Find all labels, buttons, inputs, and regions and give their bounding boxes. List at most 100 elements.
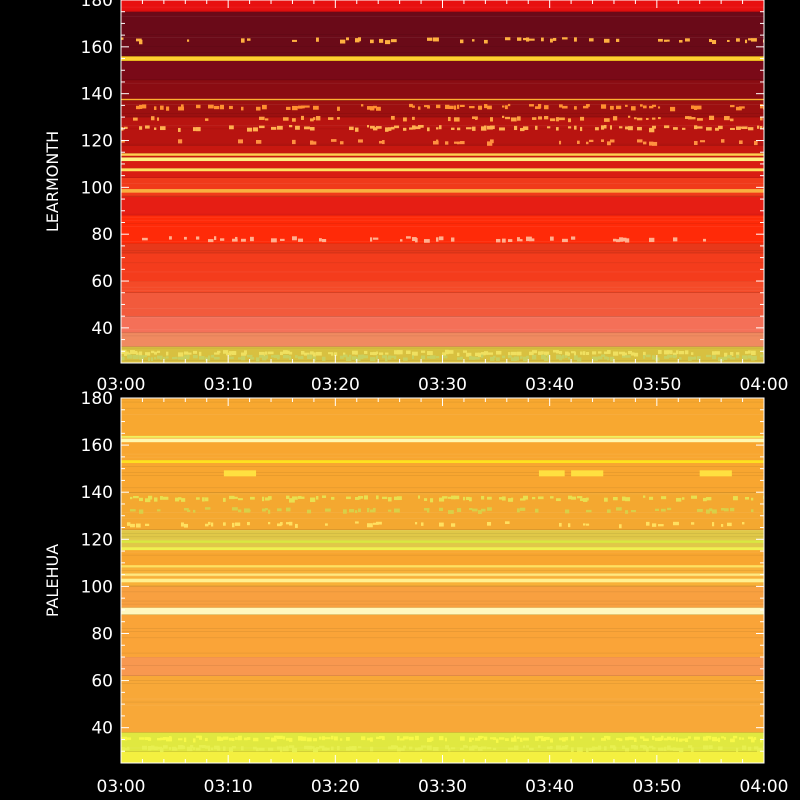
learmonth-speckle bbox=[691, 356, 696, 360]
learmonth-speckle bbox=[193, 354, 198, 359]
palehua-speckle bbox=[313, 747, 319, 753]
palehua-speckle bbox=[154, 746, 158, 750]
learmonth-speckle bbox=[484, 39, 488, 44]
palehua-speckle bbox=[685, 738, 689, 743]
learmonth-speckle bbox=[220, 104, 224, 110]
learmonth-speckle bbox=[619, 351, 625, 355]
learmonth-speckle bbox=[379, 38, 384, 43]
learmonth-speckle bbox=[541, 354, 546, 360]
learmonth-speckle bbox=[247, 354, 253, 358]
learmonth-speckle bbox=[508, 352, 511, 356]
learmonth-speckle bbox=[748, 38, 752, 41]
palehua-speckle bbox=[682, 738, 688, 741]
palehua-speckle bbox=[466, 745, 469, 748]
learmonth-speckle bbox=[643, 351, 646, 356]
learmonth-speckle bbox=[517, 351, 522, 356]
palehua-speckle bbox=[481, 508, 486, 512]
learmonth-speckle bbox=[760, 103, 763, 109]
learmonth-emission-line-5 bbox=[121, 57, 764, 60]
learmonth-speckle bbox=[583, 105, 589, 109]
palehua-speckle bbox=[607, 736, 611, 740]
learmonth-speckle bbox=[370, 39, 374, 44]
palehua-speckle bbox=[301, 736, 307, 741]
palehua-speckle bbox=[418, 747, 423, 750]
learmonth-speckle bbox=[436, 104, 441, 109]
palehua-speckle bbox=[739, 737, 742, 740]
learmonth-speckle bbox=[415, 237, 418, 243]
learmonth-speckle bbox=[472, 39, 475, 42]
learmonth-xtick-label-3: 03:30 bbox=[418, 375, 467, 395]
palehua-speckle bbox=[484, 736, 488, 741]
palehua-speckle bbox=[415, 735, 419, 741]
palehua-speckle bbox=[508, 498, 513, 502]
palehua-speckle bbox=[199, 735, 202, 740]
palehua-striation bbox=[121, 570, 764, 571]
learmonth-speckle bbox=[559, 117, 565, 121]
learmonth-speckle bbox=[493, 355, 496, 359]
palehua-speckle bbox=[439, 497, 445, 502]
learmonth-speckle bbox=[265, 351, 268, 355]
palehua-speckle bbox=[127, 522, 131, 526]
learmonth-speckle bbox=[547, 126, 551, 129]
palehua-speckle bbox=[556, 745, 562, 750]
palehua-speckle bbox=[265, 508, 268, 511]
learmonth-speckle bbox=[292, 39, 297, 42]
palehua-speckle bbox=[310, 746, 315, 749]
learmonth-speckle bbox=[622, 355, 625, 358]
palehua-speckle bbox=[136, 523, 141, 528]
palehua-speckle bbox=[124, 737, 127, 741]
palehua-speckle bbox=[253, 746, 257, 750]
palehua-speckle bbox=[733, 496, 738, 501]
learmonth-speckle bbox=[412, 125, 416, 130]
palehua-speckle bbox=[736, 747, 739, 752]
learmonth-speckle bbox=[526, 236, 532, 242]
palehua-xtick-label-4: 03:40 bbox=[525, 777, 574, 797]
palehua-speckle bbox=[496, 738, 499, 743]
palehua-speckle bbox=[577, 747, 583, 752]
learmonth-speckle bbox=[691, 117, 696, 120]
palehua-speckle bbox=[619, 524, 622, 529]
learmonth-speckle bbox=[541, 351, 544, 355]
learmonth-speckle bbox=[337, 117, 340, 120]
palehua-emission-line-1 bbox=[121, 578, 764, 583]
palehua-speckle bbox=[670, 747, 674, 751]
palehua-speckle bbox=[349, 509, 355, 513]
learmonth-speckle bbox=[703, 238, 707, 242]
palehua-speckle bbox=[283, 746, 289, 752]
learmonth-speckle bbox=[121, 37, 124, 40]
learmonth-speckle bbox=[259, 351, 265, 357]
palehua-speckle bbox=[682, 497, 685, 500]
learmonth-speckle bbox=[520, 356, 523, 359]
learmonth-striation bbox=[121, 37, 764, 38]
learmonth-speckle bbox=[400, 239, 403, 242]
learmonth-speckle bbox=[610, 125, 613, 130]
learmonth-speckle bbox=[196, 104, 201, 109]
learmonth-speckle bbox=[364, 355, 369, 359]
learmonth-speckle bbox=[646, 354, 651, 358]
learmonth-speckle bbox=[394, 350, 400, 355]
learmonth-speckle bbox=[730, 105, 735, 108]
learmonth-speckle bbox=[571, 351, 576, 354]
learmonth-speckle bbox=[166, 351, 169, 356]
learmonth-speckle bbox=[166, 356, 169, 359]
learmonth-speckle bbox=[253, 127, 258, 132]
learmonth-speckle bbox=[637, 117, 643, 121]
learmonth-speckle bbox=[265, 118, 269, 121]
palehua-speckle bbox=[397, 496, 402, 500]
palehua-speckle bbox=[511, 497, 514, 501]
learmonth-speckle bbox=[649, 237, 655, 243]
palehua-speckle bbox=[604, 746, 607, 751]
palehua-speckle bbox=[316, 746, 320, 750]
palehua-speckle bbox=[244, 737, 248, 741]
learmonth-speckle bbox=[604, 351, 610, 354]
learmonth-speckle bbox=[313, 141, 317, 145]
palehua-speckle bbox=[355, 510, 358, 514]
palehua-speckle bbox=[178, 745, 184, 750]
palehua-speckle bbox=[262, 508, 266, 512]
palehua-speckle bbox=[559, 737, 564, 741]
palehua-speckle bbox=[163, 496, 169, 500]
learmonth-speckle bbox=[496, 350, 502, 355]
palehua-striation bbox=[121, 701, 764, 703]
palehua-speckle bbox=[622, 745, 626, 750]
palehua-speckle bbox=[742, 737, 745, 740]
